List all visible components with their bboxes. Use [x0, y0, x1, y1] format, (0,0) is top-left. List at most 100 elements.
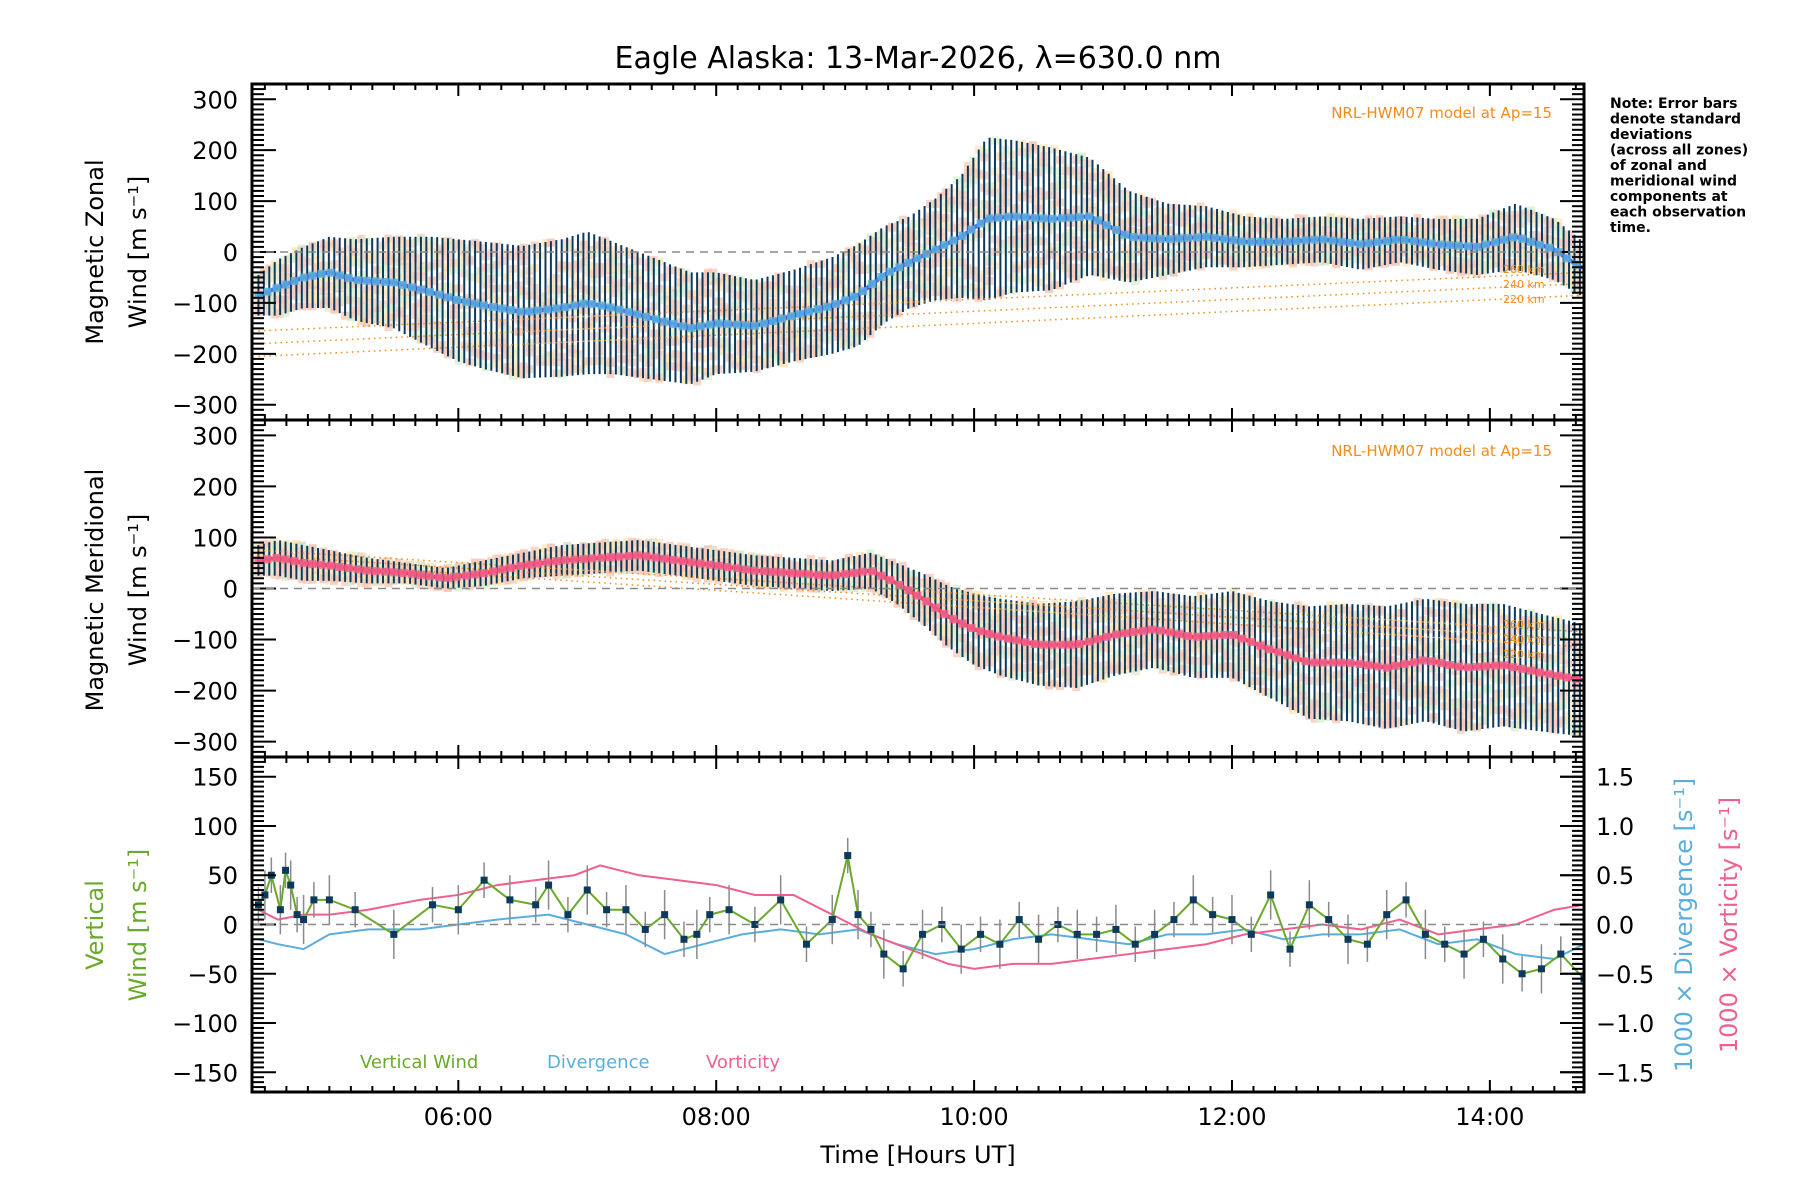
- mean-marker: [759, 319, 768, 328]
- mean-marker: [886, 267, 895, 276]
- mean-marker: [1355, 240, 1364, 249]
- mean-marker: [1256, 237, 1265, 246]
- mean-marker: [588, 299, 597, 308]
- mean-marker: [398, 280, 407, 289]
- model-altitude-label: 260 km: [1503, 263, 1545, 276]
- mean-marker: [624, 308, 633, 317]
- mean-marker: [480, 301, 489, 310]
- mean-marker: [1382, 236, 1391, 245]
- mean-marker: [263, 287, 272, 296]
- mean-marker: [516, 307, 525, 316]
- mean-marker: [471, 299, 480, 308]
- mean-marker: [1409, 237, 1418, 246]
- model-altitude-label: 240 km: [1503, 278, 1545, 291]
- mean-marker: [796, 309, 805, 318]
- mean-marker: [1093, 216, 1102, 225]
- y-tick-label: −300: [172, 392, 238, 420]
- mean-marker: [1292, 236, 1301, 245]
- mean-marker: [913, 254, 922, 263]
- mean-marker: [1328, 236, 1337, 245]
- mean-marker: [1310, 235, 1319, 244]
- mean-marker: [570, 301, 579, 310]
- mean-marker: [660, 317, 669, 326]
- mean-marker: [642, 312, 651, 321]
- mean-marker: [453, 295, 462, 304]
- model-line-260km: [258, 271, 1584, 332]
- mean-marker: [1102, 221, 1111, 230]
- mean-marker: [281, 280, 290, 289]
- y-tick-label: 0: [223, 239, 238, 267]
- mean-marker: [1346, 239, 1355, 248]
- mean-marker: [1111, 225, 1120, 234]
- mean-marker: [994, 213, 1003, 222]
- mean-marker: [696, 322, 705, 331]
- mean-marker: [462, 297, 471, 306]
- mean-marker: [597, 301, 606, 310]
- mean-marker: [1527, 237, 1536, 246]
- mean-marker: [389, 278, 398, 287]
- mean-marker: [1454, 241, 1463, 250]
- mean-marker: [723, 320, 732, 329]
- mean-marker: [380, 277, 389, 286]
- mean-marker: [732, 320, 741, 329]
- mean-marker: [786, 312, 795, 321]
- mean-marker: [308, 271, 317, 280]
- mean-marker: [904, 258, 913, 267]
- mean-marker: [543, 305, 552, 314]
- mean-marker: [344, 274, 353, 283]
- mean-marker: [615, 305, 624, 314]
- mean-marker: [1283, 237, 1292, 246]
- mean-marker: [814, 305, 823, 314]
- mean-marker: [272, 284, 281, 293]
- mean-marker: [1184, 233, 1193, 242]
- mean-marker: [1536, 240, 1545, 249]
- mean-marker: [741, 321, 750, 330]
- mean-marker: [534, 306, 543, 315]
- mean-marker: [1265, 237, 1274, 246]
- mean-marker: [805, 307, 814, 316]
- y-tick-label: −200: [172, 341, 238, 369]
- mean-marker: [525, 307, 534, 316]
- zonal-wind-panel: 260 km 240 km 220 km 300 200 100 0 −100 −200 −300: [172, 82, 1586, 422]
- mean-marker: [1482, 240, 1491, 249]
- mean-marker: [1139, 233, 1148, 242]
- mean-marker: [1084, 212, 1093, 221]
- mean-marker: [1157, 234, 1166, 243]
- mean-marker: [1066, 213, 1075, 222]
- mean-marker: [1166, 235, 1175, 244]
- mean-marker: [371, 277, 380, 286]
- model-line-220km: [258, 294, 1584, 358]
- y-tick-label: 100: [192, 188, 238, 216]
- mean-markers: [254, 212, 1581, 333]
- mean-marker: [299, 273, 308, 282]
- mean-marker: [1436, 240, 1445, 249]
- mean-marker: [1427, 239, 1436, 248]
- mean-marker: [507, 306, 516, 315]
- mean-marker: [1211, 233, 1220, 242]
- mean-marker: [1003, 212, 1012, 221]
- mean-marker: [832, 299, 841, 308]
- mean-marker: [425, 288, 434, 297]
- mean-marker: [868, 280, 877, 289]
- mean-marker: [1120, 230, 1129, 239]
- mean-marker: [895, 263, 904, 272]
- mean-marker: [1472, 242, 1481, 251]
- mean-marker: [290, 277, 299, 286]
- mean-marker: [1030, 213, 1039, 222]
- mean-marker: [1238, 237, 1247, 246]
- mean-marker: [750, 321, 759, 330]
- mean-marker: [1418, 238, 1427, 247]
- mean-marker: [1039, 214, 1048, 223]
- mean-marker: [1220, 235, 1229, 244]
- mean-marker: [1075, 213, 1084, 222]
- mean-marker: [859, 287, 868, 296]
- mean-marker: [1337, 237, 1346, 246]
- plot-area: [254, 537, 1584, 739]
- mean-marker: [326, 268, 335, 277]
- y-tick-label: 300: [192, 86, 238, 114]
- mean-marker: [1048, 214, 1057, 223]
- mean-marker: [353, 276, 362, 285]
- model-altitude-label: 220 km: [1503, 293, 1545, 306]
